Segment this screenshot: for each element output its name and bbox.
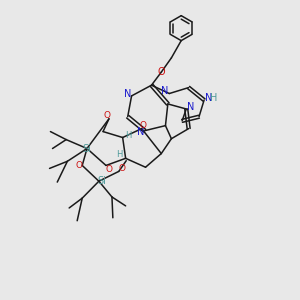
Text: O: O — [118, 164, 125, 173]
Text: N: N — [124, 89, 132, 99]
Text: H: H — [116, 150, 122, 159]
Text: O: O — [75, 161, 82, 170]
Text: N: N — [187, 103, 194, 112]
Text: O: O — [140, 121, 147, 130]
Text: H: H — [125, 130, 131, 140]
Text: N: N — [205, 93, 212, 103]
Text: N: N — [161, 86, 169, 96]
Text: O: O — [104, 111, 111, 120]
Text: Si: Si — [98, 176, 106, 186]
Text: H: H — [210, 93, 217, 103]
Text: N: N — [137, 127, 145, 137]
Text: O: O — [106, 164, 112, 173]
Text: Si: Si — [82, 143, 91, 154]
Text: O: O — [158, 67, 165, 77]
